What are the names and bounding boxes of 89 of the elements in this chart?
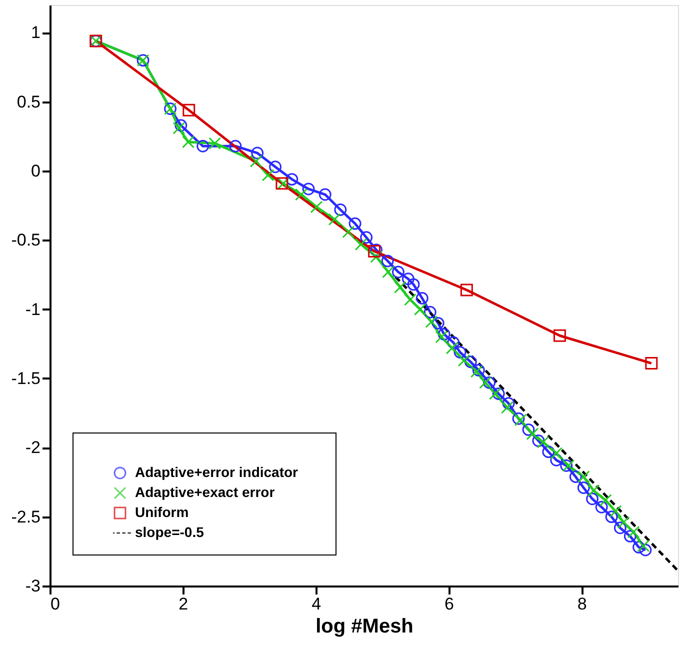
point [360, 231, 373, 244]
point [334, 204, 347, 216]
point [542, 446, 555, 458]
y-tick-label: 0.5 [16, 92, 40, 112]
point [532, 434, 545, 447]
y-tick-label: 0 [31, 162, 40, 180]
point [550, 454, 563, 466]
point [500, 401, 514, 414]
point [479, 376, 492, 389]
y-tick-label: -0.5 [11, 230, 40, 250]
point [577, 470, 590, 483]
point [354, 238, 368, 251]
point [328, 213, 341, 226]
legend-label: Adaptive+exact error [135, 484, 276, 500]
point [522, 423, 535, 436]
point [454, 346, 466, 358]
point [348, 217, 362, 230]
point [262, 168, 274, 182]
point [627, 526, 640, 538]
point [460, 284, 473, 296]
legend-label: Adaptive+error indicator [135, 464, 299, 480]
point [447, 336, 460, 349]
point [526, 428, 539, 440]
point [586, 492, 598, 506]
point [553, 329, 566, 342]
point [435, 330, 448, 344]
point [483, 376, 496, 389]
point [624, 530, 636, 542]
x-tick-label: 6 [444, 594, 454, 614]
point [342, 226, 355, 238]
point [250, 155, 262, 168]
point [617, 516, 630, 529]
y-tick-label: -2.5 [11, 507, 40, 526]
legend-label: slope=-0.5 [135, 524, 204, 540]
point [536, 436, 550, 448]
point [286, 173, 298, 186]
point [382, 266, 394, 278]
y-tick-label: -1.5 [11, 369, 40, 388]
point [425, 316, 438, 328]
point [424, 306, 436, 318]
point [605, 510, 618, 524]
point [458, 354, 470, 367]
point [416, 292, 428, 304]
point [182, 136, 194, 148]
point [208, 137, 222, 150]
point [269, 160, 282, 174]
x-tick-label: 4 [312, 594, 322, 614]
x-tick-label: 0 [50, 594, 60, 614]
point [446, 342, 458, 354]
point [595, 500, 608, 514]
x-tick-label: 2 [178, 594, 188, 614]
y-tick-label: -2 [25, 438, 40, 458]
point [392, 266, 404, 278]
point [464, 356, 477, 368]
legend-label: Uniform [135, 504, 189, 520]
point [174, 119, 188, 132]
point [294, 188, 308, 201]
point [637, 540, 650, 552]
y-tick-label: -3 [25, 576, 40, 596]
point [639, 544, 652, 556]
point [196, 140, 210, 152]
point [172, 122, 186, 134]
point [438, 328, 450, 340]
y-tick-label: 1 [31, 23, 40, 42]
point [645, 357, 658, 370]
point [310, 200, 323, 214]
point [569, 470, 582, 483]
point [302, 182, 315, 196]
point [489, 387, 502, 400]
point [182, 104, 196, 116]
point [381, 254, 394, 268]
point [432, 316, 444, 330]
x-tick-label: 8 [577, 594, 587, 614]
point [318, 188, 332, 201]
point [402, 272, 414, 286]
point [251, 146, 264, 160]
point [370, 250, 383, 263]
point [502, 397, 515, 410]
point [229, 140, 242, 152]
point [599, 494, 612, 506]
point [492, 388, 505, 400]
point [609, 505, 622, 518]
y-tick-label: -1 [25, 300, 40, 319]
x-axis-title: log #Mesh [316, 616, 414, 638]
point [407, 278, 420, 291]
point [614, 522, 626, 534]
point [550, 446, 563, 460]
point [587, 484, 600, 497]
point [577, 482, 590, 494]
